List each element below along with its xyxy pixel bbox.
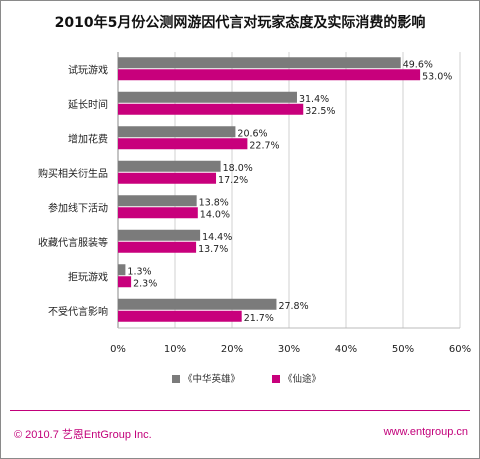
category-label: 延长时间 <box>68 98 108 111</box>
data-label: 21.7% <box>244 313 274 324</box>
bar-series2 <box>118 172 217 184</box>
x-tick-label: 10% <box>164 344 186 355</box>
data-label: 13.8% <box>199 197 229 208</box>
bar-series2 <box>118 276 132 288</box>
bar-series1 <box>118 195 197 207</box>
data-label: 53.0% <box>422 71 452 82</box>
legend-label: 《仙途》 <box>283 373 321 385</box>
legend-label: 《中华英雄》 <box>183 373 240 385</box>
category-label: 购买相关衍生品 <box>38 167 108 180</box>
category-label: 增加花费 <box>68 132 108 145</box>
data-label: 17.2% <box>218 175 248 186</box>
legend-swatch <box>172 375 180 383</box>
bar-series1 <box>118 57 401 69</box>
footer-website: www.entgroup.cn <box>383 426 468 438</box>
bar-series2 <box>118 138 248 150</box>
category-label: 参加线下活动 <box>48 201 108 214</box>
data-label: 22.7% <box>249 140 279 151</box>
x-tick-label: 50% <box>392 344 414 355</box>
legend-swatch <box>272 375 280 383</box>
chart-title: 2010年5月份公测网游因代言对玩家态度及实际消费的影响 <box>54 15 426 31</box>
data-label: 27.8% <box>278 301 308 312</box>
bar-series2 <box>118 207 198 219</box>
bar-series1 <box>118 298 277 310</box>
footer-copyright: © 2010.7 艺恩EntGroup Inc. <box>14 429 152 441</box>
x-tick-label: 40% <box>335 344 357 355</box>
bar-series1 <box>118 91 297 103</box>
data-label: 32.5% <box>305 106 335 117</box>
category-label: 拒玩游戏 <box>68 270 108 283</box>
bar-series1 <box>118 229 201 241</box>
category-label: 收藏代言服装等 <box>38 236 108 249</box>
data-label: 14.4% <box>202 232 232 243</box>
bar-series2 <box>118 241 197 253</box>
bar-series2 <box>118 310 242 322</box>
bar-series1 <box>118 160 221 172</box>
x-tick-label: 0% <box>110 344 126 355</box>
data-label: 18.0% <box>223 163 253 174</box>
bar-series1 <box>118 126 236 138</box>
data-label: 13.7% <box>198 244 228 255</box>
data-label: 2.3% <box>133 278 157 289</box>
x-tick-label: 60% <box>449 344 471 355</box>
data-label: 49.6% <box>403 59 433 70</box>
x-tick-label: 20% <box>221 344 243 355</box>
category-label: 试玩游戏 <box>68 63 108 76</box>
data-label: 31.4% <box>299 94 329 105</box>
data-label: 1.3% <box>127 266 151 277</box>
bar-series2 <box>118 69 421 81</box>
category-label: 不受代言影响 <box>48 305 108 318</box>
data-label: 14.0% <box>200 209 230 220</box>
bar-series1 <box>118 264 126 276</box>
data-label: 20.6% <box>237 128 267 139</box>
x-tick-label: 30% <box>278 344 300 355</box>
footer-divider <box>10 410 470 411</box>
bar-series2 <box>118 103 304 115</box>
